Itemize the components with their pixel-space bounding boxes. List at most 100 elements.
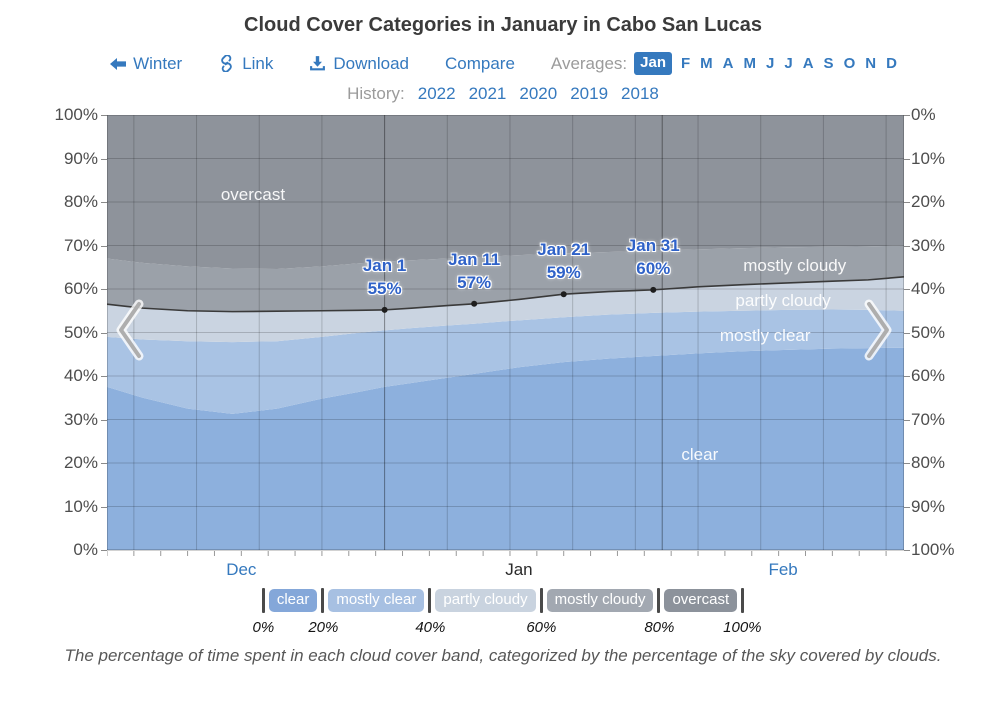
history-year[interactable]: 2022 [417, 84, 456, 103]
y-axis-label-left: 60% [63, 279, 98, 298]
band-label-clear: clear [681, 445, 719, 465]
y-axis-label-right: 100% [911, 540, 955, 559]
next-period-chevron[interactable] [858, 298, 896, 362]
history-year[interactable]: 2021 [468, 84, 507, 103]
band-partly-cloudy [107, 276, 904, 343]
history-label: History: [347, 84, 405, 103]
y-axis-label-left: 40% [63, 366, 98, 385]
legend-separator [741, 588, 745, 613]
y-axis-label-left: 0% [73, 540, 98, 559]
y-axis-label-left: 30% [63, 409, 98, 429]
download-label: Download [333, 53, 409, 73]
month-option-selected[interactable]: Jan [634, 52, 672, 75]
legend-item-mostly-cloudy: mostly cloudy [546, 589, 654, 612]
prev-period-chevron[interactable] [112, 298, 150, 362]
month-option[interactable]: A [722, 55, 734, 72]
compare-link[interactable]: Compare [445, 54, 515, 74]
legend-scale-label: 100% [723, 619, 762, 636]
y-axis-tick-right [904, 332, 910, 334]
y-axis-label-right: 30% [911, 235, 946, 255]
band-label-mostly-cloudy: mostly cloudy [743, 255, 847, 275]
download-button[interactable]: Download [309, 54, 409, 74]
data-point-dot [560, 291, 567, 298]
month-option[interactable]: M [743, 55, 757, 72]
y-axis-tick-left [101, 550, 107, 551]
legend-item-overcast: overcast [664, 589, 738, 612]
data-point-label: Jan 21 59% [537, 238, 590, 284]
data-point-label: Jan 1 55% [363, 254, 406, 300]
band-label-partly-cloudy: partly cloudy [735, 290, 831, 310]
chart-plot [107, 115, 904, 556]
month-option[interactable]: J [784, 55, 793, 72]
x-axis-month-dec[interactable]: Dec [226, 560, 257, 579]
data-point-dot [650, 286, 657, 293]
y-axis-tick-right [904, 419, 910, 421]
month-option[interactable]: O [843, 55, 856, 72]
x-axis-month-feb[interactable]: Feb [768, 560, 798, 579]
legend: clear mostly clear partly cloudy mostly clo… [252, 588, 762, 646]
y-axis-label-right: 80% [911, 453, 946, 472]
band-clear [107, 347, 904, 550]
y-axis-tick-right [904, 115, 910, 116]
cloud-cover-chart: 100% 90% 80% 70% 60% 50% 40% 30% 20% 10% 0% 0% 10% 20… [0, 105, 1006, 595]
y-axis-label-left: 100% [54, 105, 98, 124]
y-axis-tick-left [101, 376, 107, 377]
legend-item-partly-cloudy: partly cloudy [435, 589, 536, 612]
legend-scale-label: 60% [526, 619, 557, 636]
y-axis-tick-left [101, 202, 107, 203]
legend-scale-label: 40% [415, 619, 446, 636]
history-year[interactable]: 2020 [519, 84, 558, 103]
legend-scale-label: 20% [308, 619, 339, 636]
history-year[interactable]: 2018 [621, 84, 659, 103]
band-label-overcast: overcast [220, 185, 286, 205]
data-point-dot [381, 306, 388, 313]
y-axis-tick-left [101, 245, 107, 247]
download-icon [310, 56, 326, 71]
band-mostly-cloudy [107, 245, 904, 312]
data-point-date: Jan 21 [537, 240, 591, 260]
winter-label: Winter [133, 53, 183, 73]
month-option[interactable]: J [766, 55, 775, 72]
month-option[interactable]: M [700, 55, 713, 72]
legend-separator [539, 588, 543, 613]
y-axis-label-right: 60% [911, 366, 946, 385]
y-axis-tick-left [101, 158, 107, 160]
averages-label: Averages: [550, 53, 628, 73]
y-axis-tick-left [101, 506, 107, 508]
legend-area: clear mostly clear partly cloudy mostly clo… [0, 588, 1006, 646]
data-point-date: Jan 31 [626, 235, 680, 255]
y-axis-label-right: 20% [911, 192, 946, 211]
y-axis-tick-right [904, 289, 910, 290]
history-row: History: 2022 2021 2020 2019 2018 [0, 84, 1006, 104]
y-axis-label-left: 90% [63, 148, 98, 168]
month-option[interactable]: N [865, 55, 877, 72]
winter-link[interactable]: Winter [109, 54, 182, 74]
month-option[interactable]: F [681, 55, 691, 72]
history-year[interactable]: 2019 [570, 84, 609, 103]
y-axis-tick-left [101, 463, 107, 464]
legend-scale-label: 80% [644, 619, 675, 636]
band-mostly-clear [107, 309, 904, 414]
link-icon [221, 55, 232, 72]
data-point-label: Jan 11 57% [448, 248, 500, 294]
band-label-mostly-clear: mostly clear [719, 325, 811, 345]
y-axis-label-right: 0% [911, 105, 936, 124]
y-axis-label-left: 10% [63, 496, 98, 516]
page-title: Cloud Cover Categories in January in Cab… [244, 14, 762, 36]
history-years: 2022 2021 2020 2019 2018 [418, 84, 659, 104]
legend-separator [428, 588, 432, 613]
month-option[interactable]: S [823, 55, 834, 72]
month-option[interactable]: A [802, 55, 814, 72]
legend-scale-label: 0% [252, 619, 275, 636]
link-button[interactable]: Link [218, 54, 273, 74]
left-arrow-icon [110, 57, 127, 70]
month-option[interactable]: D [886, 55, 897, 72]
y-axis-label-right: 70% [911, 409, 946, 429]
link-label: Link [242, 53, 274, 73]
x-axis-month-jan: Jan [505, 560, 533, 579]
y-axis-tick-right [904, 550, 910, 551]
clearer-fraction-line [107, 276, 904, 313]
